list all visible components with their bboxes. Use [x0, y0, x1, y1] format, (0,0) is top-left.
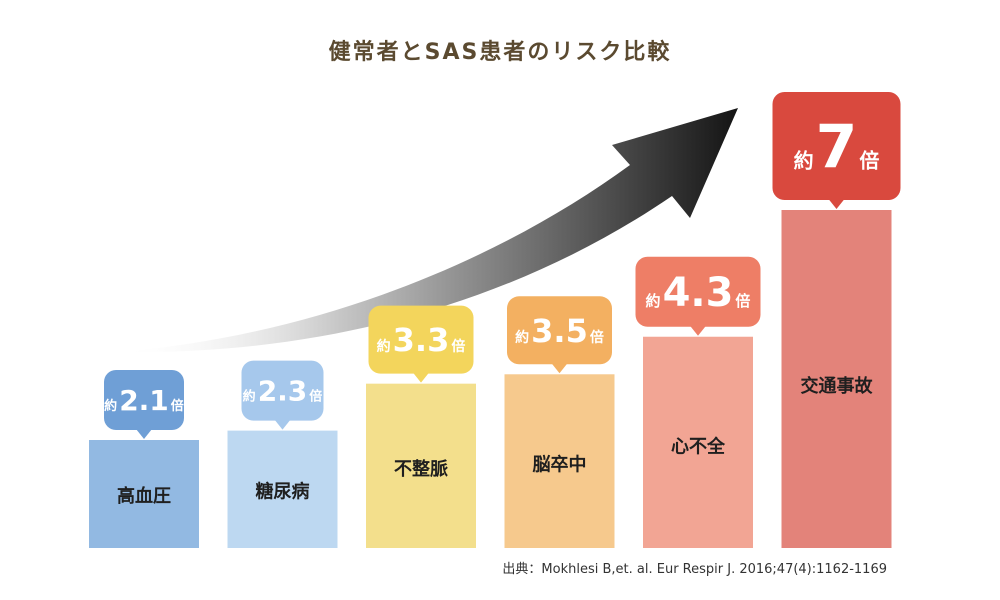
bar [643, 336, 753, 548]
value-label: 約7 倍 [794, 113, 880, 183]
category-label: 不整脈 [394, 458, 448, 480]
value-label: 約2.1 倍 [104, 384, 184, 417]
category-label: 糖尿病 [256, 481, 310, 503]
value-badge [772, 92, 901, 200]
bar [366, 383, 476, 548]
badge-pointer [136, 429, 152, 439]
category-label: 心不全 [671, 436, 726, 458]
value-badge [241, 360, 324, 421]
value-badge [104, 370, 184, 430]
chart-title: 健常者とSAS患者のリスク比較 [328, 40, 672, 65]
badge-pointer [274, 419, 291, 430]
value-label: 約2.3 倍 [243, 375, 323, 408]
bar [227, 430, 338, 548]
bar [89, 440, 199, 548]
badge-pointer [551, 363, 568, 374]
value-badge [368, 305, 474, 374]
badge-pointer [413, 372, 429, 383]
bar [504, 374, 615, 548]
category-label: 高血圧 [117, 485, 171, 507]
category-label: 脳卒中 [533, 454, 587, 476]
value-badge [635, 256, 761, 327]
value-label: 約4.3 倍 [646, 270, 751, 316]
trend-arrow [120, 108, 738, 353]
value-label: 約3.5 倍 [515, 312, 604, 350]
source-note: 出典：Mokhlesi B,et. al. Eur Respir J. 2016… [502, 562, 887, 577]
badge-pointer [828, 199, 845, 209]
badge-pointer [690, 325, 706, 336]
value-label: 約3.3 倍 [377, 321, 466, 359]
bar [781, 210, 892, 548]
value-badge [507, 296, 612, 365]
category-label: 交通事故 [801, 375, 874, 397]
